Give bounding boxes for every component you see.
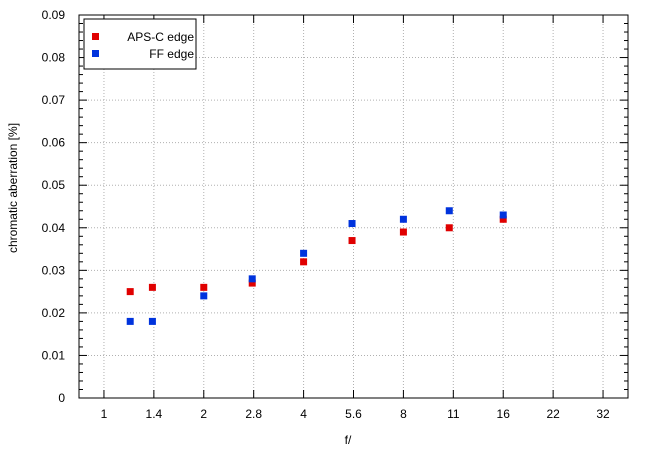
x-tick-labels: 1 1.4 2 2.8 4 5.6 8 11 16 22 32 xyxy=(101,407,610,421)
legend: APS-C edge FF edge xyxy=(83,18,197,70)
data-point-aps-c xyxy=(126,288,134,296)
data-point-aps-c xyxy=(499,215,507,223)
data-point-aps-c xyxy=(300,258,308,266)
x-tick-label: 2 xyxy=(200,407,207,421)
y-tick-label: 0.06 xyxy=(42,136,66,150)
y-tick-label: 0.07 xyxy=(42,93,66,107)
x-tick-label: 11 xyxy=(447,407,460,421)
data-point-ff xyxy=(148,317,156,325)
data-point-aps-c xyxy=(445,224,453,232)
y-tick-labels: 0 0.01 0.02 0.03 0.04 0.05 0.06 0.07 0.08 0.09 xyxy=(42,8,66,405)
x-tick-label: 2.8 xyxy=(245,407,262,421)
y-tick-label: 0.01 xyxy=(42,348,66,362)
legend-box xyxy=(83,18,197,70)
y-tick-label: 0 xyxy=(58,391,65,405)
x-tick-label: 22 xyxy=(546,407,560,421)
data-point-ff xyxy=(445,207,453,215)
data-point-aps-c xyxy=(399,228,407,236)
x-tick-label: 32 xyxy=(596,407,610,421)
x-tick-label: 16 xyxy=(497,407,511,421)
y-tick-label: 0.03 xyxy=(42,263,66,277)
legend-marker-aps-c xyxy=(92,33,99,40)
data-point-ff xyxy=(126,317,134,325)
data-point-aps-c xyxy=(248,279,256,287)
y-tick-label: 0.04 xyxy=(42,221,66,235)
x-axis-title: f/ xyxy=(345,433,352,447)
y-tick-label: 0.09 xyxy=(42,8,66,22)
y-axis-title: chromatic aberration [%] xyxy=(6,123,20,253)
x-tick-label: 1.4 xyxy=(146,407,163,421)
points-layer xyxy=(126,207,507,325)
data-point-ff xyxy=(399,215,407,223)
y-tick-label: 0.05 xyxy=(42,178,66,192)
x-tick-label: 5.6 xyxy=(345,407,362,421)
data-point-ff xyxy=(348,220,356,228)
x-tick-label: 4 xyxy=(300,407,307,421)
x-tick-label: 1 xyxy=(101,407,108,421)
data-point-aps-c xyxy=(200,283,208,291)
data-point-ff xyxy=(499,211,507,219)
data-point-ff xyxy=(248,275,256,283)
data-point-ff xyxy=(200,292,208,300)
data-point-aps-c xyxy=(148,283,156,291)
y-tick-label: 0.08 xyxy=(42,51,66,65)
x-tick-label: 8 xyxy=(400,407,407,421)
grid-layer xyxy=(79,15,628,398)
legend-label-aps-c: APS-C edge xyxy=(127,30,194,44)
y-tick-label: 0.02 xyxy=(42,306,66,320)
data-point-ff xyxy=(300,249,308,257)
plot-frame xyxy=(78,14,629,399)
legend-label-ff: FF edge xyxy=(149,47,194,61)
data-point-aps-c xyxy=(348,237,356,245)
legend-marker-ff xyxy=(92,50,99,57)
